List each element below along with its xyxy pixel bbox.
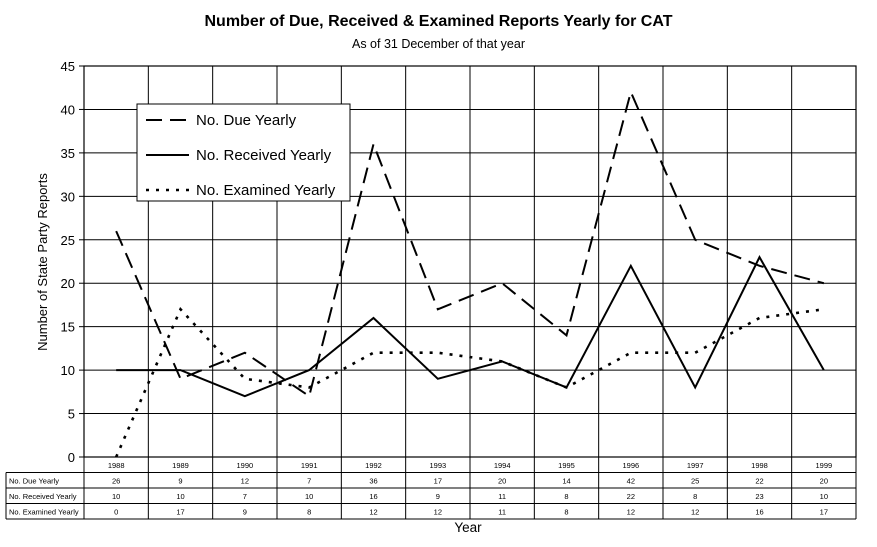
series-lines: [114, 89, 825, 458]
table-cell: 10: [305, 492, 313, 501]
x-tick-label: 1989: [172, 461, 189, 470]
x-tick-label: 1995: [558, 461, 575, 470]
chart-title: Number of Due, Received & Examined Repor…: [204, 13, 673, 30]
table-cell: 10: [176, 492, 184, 501]
legend-label: No. Due Yearly: [196, 112, 297, 129]
x-tick-label: 1998: [751, 461, 768, 470]
table-cell: 7: [243, 492, 247, 501]
series-line-dotted: [114, 306, 825, 458]
y-tick-label: 0: [68, 450, 75, 465]
table-row-label: No. Due Yearly: [9, 476, 59, 485]
table-cell: 11: [498, 492, 506, 501]
table-cell: 17: [820, 507, 828, 516]
x-tick-label: 1988: [108, 461, 125, 470]
series-line-solid: [116, 255, 825, 398]
y-tick-label: 5: [68, 407, 75, 422]
table-row-label: No. Received Yearly: [9, 492, 77, 501]
table-cell: 8: [307, 507, 311, 516]
data-table: 1988 1989 1990 1991 1992 1993 1994 1995 1996 1997…: [5, 456, 856, 520]
table-cell: 22: [627, 492, 635, 501]
table-cell: 14: [562, 476, 570, 485]
table-cell: 9: [243, 507, 247, 516]
table-cell: 9: [178, 476, 182, 485]
x-tick-label: 1991: [301, 461, 318, 470]
x-tick-label: 1993: [429, 461, 446, 470]
y-tick-label: 15: [61, 320, 75, 335]
chart-subtitle: As of 31 December of that year: [351, 37, 525, 51]
table-cell: 22: [755, 476, 763, 485]
table-cell: 10: [112, 492, 120, 501]
legend-label: No. Received Yearly: [196, 147, 332, 164]
table-cell: 25: [691, 476, 699, 485]
y-tick-label: 25: [61, 233, 75, 248]
x-axis-label: Year: [454, 520, 482, 535]
table-cell: 10: [820, 492, 828, 501]
y-tick-label: 20: [61, 276, 75, 291]
table-cell: 12: [434, 507, 442, 516]
table-cell: 36: [369, 476, 377, 485]
y-tick-label: 35: [61, 146, 75, 161]
x-tick-label: 1990: [236, 461, 253, 470]
table-cell: 12: [369, 507, 377, 516]
table-cell: 8: [693, 492, 697, 501]
table-cell: 0: [114, 507, 118, 516]
table-cell: 16: [755, 507, 763, 516]
y-tick-label: 45: [61, 59, 75, 74]
legend-label: No. Examined Yearly: [196, 182, 336, 199]
table-cell: 9: [436, 492, 440, 501]
table-cell: 17: [176, 507, 184, 516]
x-tick-label: 1996: [622, 461, 639, 470]
table-cell: 8: [564, 492, 568, 501]
table-cell: 12: [691, 507, 699, 516]
table-cell: 12: [241, 476, 249, 485]
x-tick-label: 1999: [815, 461, 832, 470]
table-row-label: No. Examined Yearly: [9, 507, 79, 516]
table-cell: 23: [755, 492, 763, 501]
table-cell: 42: [627, 476, 635, 485]
legend: No. Due Yearly No. Received Yearly No. Exa…: [136, 103, 351, 202]
table-cell: 11: [498, 507, 506, 516]
series-line-dashed: [115, 89, 825, 398]
x-tick-label: 1994: [494, 461, 511, 470]
table-cell: 12: [627, 507, 635, 516]
table-cell: 16: [369, 492, 377, 501]
table-cell: 20: [820, 476, 828, 485]
x-tick-label: 1992: [365, 461, 382, 470]
y-tick-label: 40: [61, 102, 75, 117]
table-cell: 7: [307, 476, 311, 485]
table-cell: 8: [564, 507, 568, 516]
table-cell: 26: [112, 476, 120, 485]
y-axis-label: Number of State Party Reports: [35, 173, 50, 351]
table-cell: 20: [498, 476, 506, 485]
y-tick-label: 10: [61, 363, 75, 378]
x-tick-label: 1997: [687, 461, 704, 470]
y-tick-label: 30: [61, 189, 75, 204]
table-cell: 17: [434, 476, 442, 485]
